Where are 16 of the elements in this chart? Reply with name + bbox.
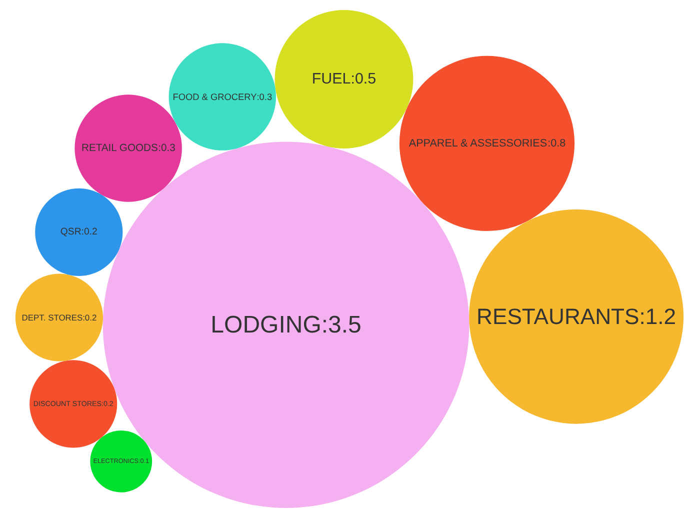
category-label: DEPT. STORES xyxy=(22,312,83,323)
data-label: :0.8 xyxy=(548,137,566,150)
category-label: APPAREL & ASSESSORIES xyxy=(408,137,548,150)
data-label: :0.5 xyxy=(350,70,376,88)
category-label: FOOD & GROCERY xyxy=(172,92,257,102)
category-label: FUEL xyxy=(312,70,351,88)
data-label: :0.2 xyxy=(82,312,97,323)
data-label: :1.2 xyxy=(639,304,676,330)
category-label: RESTAURANTS xyxy=(476,304,640,330)
data-label: :3.5 xyxy=(321,311,362,338)
data-label: :0.2 xyxy=(81,226,98,238)
data-label: :0.3 xyxy=(256,92,272,102)
data-label: :0.3 xyxy=(158,142,176,154)
category-label: LODGING xyxy=(210,311,322,338)
category-label: RETAIL GOODS xyxy=(81,142,158,154)
category-label: QSR xyxy=(60,226,82,238)
